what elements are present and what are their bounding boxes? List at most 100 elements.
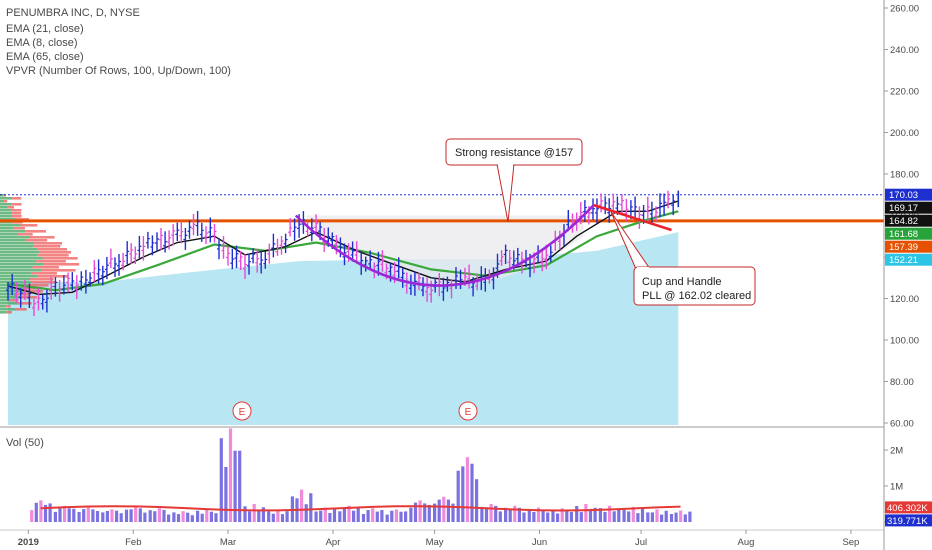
volume-bar xyxy=(423,503,427,522)
volume-bar xyxy=(214,513,218,522)
volume-bar xyxy=(683,514,687,522)
price-axis-tick: 240.00 xyxy=(890,45,919,56)
volume-bar xyxy=(541,509,545,522)
vpvr-row-up xyxy=(0,200,4,203)
price-axis-tick: 260.00 xyxy=(890,4,919,15)
vpvr-row-up xyxy=(0,257,43,260)
vpvr-row-down xyxy=(11,212,22,215)
volume-tag-box xyxy=(885,514,932,527)
volume-bar xyxy=(285,511,289,522)
time-axis-tick: Sep xyxy=(842,537,859,548)
volume-bar xyxy=(575,506,579,522)
cup-drawing[interactable] xyxy=(294,204,595,287)
handle-drawing[interactable] xyxy=(593,203,672,232)
vpvr-row-down xyxy=(10,299,19,302)
vpvr-row-down xyxy=(11,197,22,200)
vpvr-profile xyxy=(0,194,80,314)
chart-legend: PENUMBRA INC, D, NYSE EMA (21, close) EM… xyxy=(6,7,231,77)
volume-bar xyxy=(674,512,678,522)
volume-bar xyxy=(664,510,668,522)
volume-bar xyxy=(129,509,133,522)
price-axis-tick: 120.00 xyxy=(890,294,919,305)
volume-bar xyxy=(148,510,152,522)
price-tag-box xyxy=(885,240,932,253)
vpvr-row-up xyxy=(0,197,12,200)
volume-bar xyxy=(498,511,502,522)
volume-bar xyxy=(352,510,356,522)
volume-bar xyxy=(67,508,71,522)
volume-bar xyxy=(640,508,645,522)
volume-bar xyxy=(110,509,114,522)
legend-ema8: EMA (8, close) xyxy=(6,37,78,49)
price-axis-tick: 220.00 xyxy=(890,87,919,98)
volume-bar xyxy=(157,508,161,522)
vpvr-row-up xyxy=(0,311,7,314)
price-tag-box xyxy=(885,201,932,214)
volume-bar xyxy=(494,505,498,522)
volume-bar xyxy=(508,509,512,522)
earnings-marker-may[interactable]: E xyxy=(458,401,478,421)
volume-bar xyxy=(451,503,455,522)
volume-bar xyxy=(167,514,171,522)
volume-bar xyxy=(489,504,493,522)
vpvr-row-down xyxy=(11,209,22,212)
volume-bar xyxy=(622,509,626,522)
volume-tag: 406.302K xyxy=(887,503,928,514)
volume-bars xyxy=(30,428,692,522)
earnings-marker-feb[interactable]: E xyxy=(232,401,252,421)
volume-bar xyxy=(138,508,142,522)
vpvr-row-down xyxy=(39,251,72,254)
vpvr-row-up xyxy=(0,302,18,305)
vpvr-row-down xyxy=(11,203,22,206)
vpvr-row-up xyxy=(0,239,26,242)
price-tag: 164.82 xyxy=(889,216,918,227)
volume-bar xyxy=(442,496,446,522)
price-bars xyxy=(6,190,680,317)
price-tag: 169.17 xyxy=(889,203,918,214)
volume-bar xyxy=(522,512,526,522)
price-tag: 161.68 xyxy=(889,229,918,240)
vpvr-row-down xyxy=(17,302,32,305)
resistance-callout[interactable]: Strong resistance @157 xyxy=(445,138,583,223)
volume-bar xyxy=(536,507,541,522)
volume-bar xyxy=(43,504,48,522)
volume-bar xyxy=(39,500,43,522)
time-axis-tick: Apr xyxy=(326,537,341,548)
vpvr-row-up xyxy=(0,209,12,212)
volume-bar xyxy=(91,509,95,522)
volume-bar xyxy=(58,507,62,522)
vpvr-row-up xyxy=(0,206,8,209)
vpvr-row-down xyxy=(29,278,54,281)
volume-bar xyxy=(319,510,323,522)
vpvr-row-down xyxy=(41,269,76,272)
volume-bar xyxy=(688,511,692,522)
vpvr-row-up xyxy=(0,242,35,245)
volume-bar xyxy=(48,503,52,522)
cup-handle-callout[interactable]: Cup and Handle PLL @ 162.02 cleared xyxy=(610,211,756,306)
time-axis[interactable]: 2019 Feb Mar Apr May Jun Jul Aug Sep xyxy=(18,530,860,548)
volume-bar xyxy=(484,507,489,522)
volume-bar xyxy=(309,493,313,522)
volume-bar xyxy=(461,466,465,522)
legend-ema21: EMA (21, close) xyxy=(6,23,84,35)
price-tags: 170.03 169.17 164.82 161.68 157.39 152.21 xyxy=(885,188,932,266)
volume-bar xyxy=(300,489,304,522)
volume-bar xyxy=(143,512,147,522)
volume-bar xyxy=(413,502,418,522)
resistance-callout-text: Strong resistance @157 xyxy=(455,147,573,159)
vpvr-row-up xyxy=(0,305,6,308)
volume-bar xyxy=(248,511,252,522)
volume-bar xyxy=(162,509,166,522)
volume-bar xyxy=(82,509,86,522)
vpvr-row-down xyxy=(18,233,33,236)
volume-bar xyxy=(565,511,569,522)
price-tag-box xyxy=(885,188,932,201)
volume-bar xyxy=(205,509,209,522)
volume-bar xyxy=(342,508,346,522)
vpvr-row-up xyxy=(0,260,37,263)
volume-label: Vol (50) xyxy=(6,437,44,449)
volume-bar xyxy=(72,508,76,522)
volume-bar xyxy=(375,511,379,522)
volume-bar xyxy=(276,509,280,522)
